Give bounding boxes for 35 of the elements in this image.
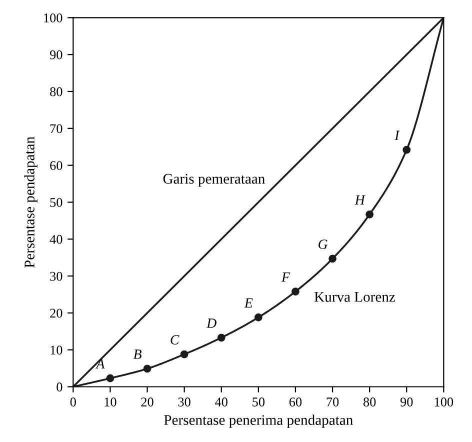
annotation: H <box>354 195 366 204</box>
y-tick-label: 50 <box>50 198 62 207</box>
y-tick-label: 10 <box>50 346 62 355</box>
y-tick-label: 100 <box>44 13 62 22</box>
y-tick-label: 90 <box>50 50 62 60</box>
annotation: F <box>281 272 290 282</box>
y-tick-label: 80 <box>50 87 62 96</box>
x-tick-label: 80 <box>363 398 376 406</box>
annotation: C <box>170 335 180 344</box>
annotation: Kurva Lorenz <box>314 292 396 302</box>
annotation: B <box>133 350 142 359</box>
annotation: I <box>394 130 400 140</box>
x-tick-label: 0 <box>70 398 76 406</box>
y-tick-label: 0 <box>56 382 62 392</box>
x-tick-label: 40 <box>215 398 228 406</box>
annotation: A <box>95 359 105 368</box>
y-axis-title: Persentase pendapatan <box>24 136 38 268</box>
y-tick-label: 40 <box>50 234 62 244</box>
annotation: D <box>206 318 216 328</box>
y-tick-label: 70 <box>50 124 62 134</box>
x-tick-label: 10 <box>104 398 116 406</box>
y-tick-label: 60 <box>50 161 62 170</box>
annotation: Garis pemerataan <box>163 174 265 187</box>
y-tick-label: 20 <box>50 308 62 318</box>
x-tick-label: 70 <box>326 398 339 406</box>
annotation: G <box>318 240 328 249</box>
x-tick-label: 30 <box>178 398 190 406</box>
x-tick-label: 90 <box>400 398 413 406</box>
x-tick-label: 60 <box>289 398 302 406</box>
x-axis-title: Persentase penerima pendapatan <box>164 414 353 428</box>
annotation: E <box>244 298 253 308</box>
y-tick-label: 30 <box>50 272 62 281</box>
x-tick-label: 100 <box>434 398 454 406</box>
x-tick-label: 50 <box>252 398 265 406</box>
x-tick-label: 20 <box>141 398 154 406</box>
